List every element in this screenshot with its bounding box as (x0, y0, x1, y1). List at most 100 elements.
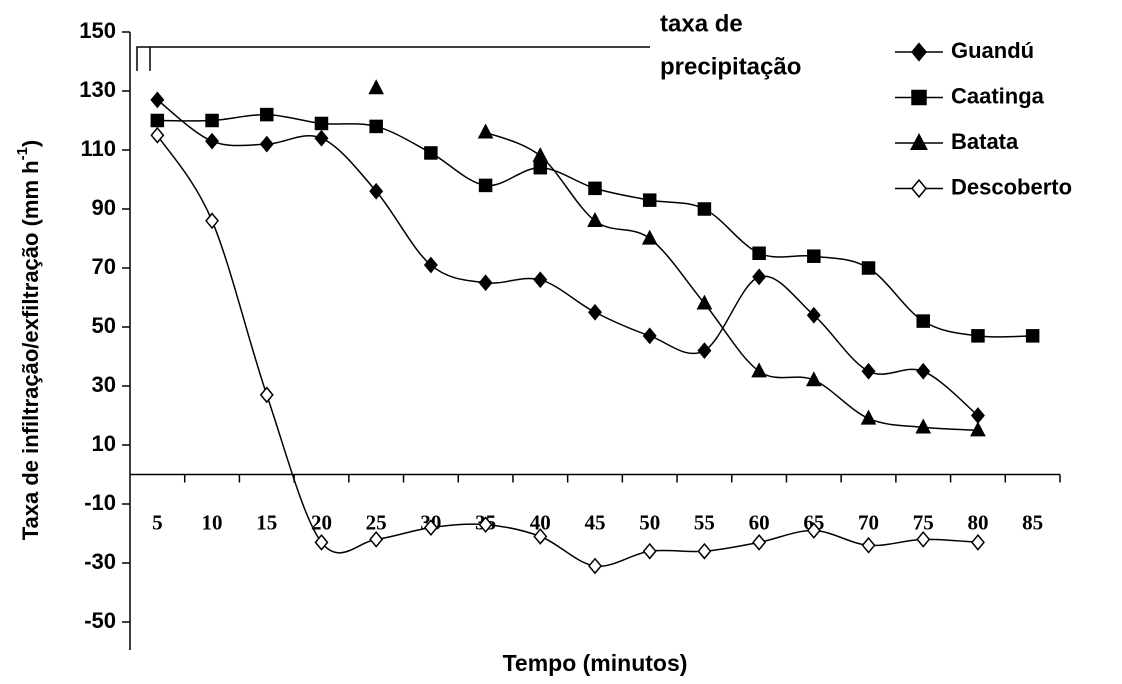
marker (915, 418, 932, 434)
marker (314, 129, 329, 147)
y-axis-label-main: Taxa de infiltração/exfiltração (mm h (18, 160, 43, 540)
x-tick-label: 45 (585, 510, 606, 534)
series-line (156, 134, 978, 567)
y-tick-label: 110 (81, 136, 117, 161)
marker (588, 557, 602, 575)
marker (970, 421, 986, 437)
x-tick-label: 20 (311, 510, 332, 534)
y-tick-label: -50 (84, 608, 116, 633)
marker (314, 533, 329, 551)
x-tick-label: 15 (256, 510, 277, 534)
marker (807, 249, 821, 263)
y-axis-label-end: ) (18, 140, 43, 147)
marker (806, 522, 821, 539)
y-axis-label: Taxa de infiltração/exfiltração (mm h-1) (14, 140, 43, 541)
series-line (485, 131, 978, 431)
marker (259, 386, 274, 404)
marker (642, 542, 657, 560)
marker (697, 342, 712, 359)
marker (259, 135, 274, 153)
legend-label: Guandú (951, 38, 1034, 63)
marker (1025, 329, 1040, 343)
x-axis-label: Tempo (minutos) (503, 650, 688, 676)
x-tick-label: 85 (1022, 510, 1043, 534)
marker (861, 362, 876, 380)
y-tick-label: 130 (79, 77, 116, 102)
marker (752, 246, 766, 260)
marker (697, 202, 712, 216)
marker (478, 274, 493, 292)
marker (424, 146, 438, 160)
marker (369, 182, 384, 200)
marker (805, 371, 822, 387)
x-tick-label: 60 (749, 510, 770, 534)
legend-marker (911, 42, 927, 62)
marker (368, 79, 385, 95)
y-tick-label: -10 (84, 490, 116, 515)
marker (916, 362, 931, 380)
marker (587, 211, 603, 227)
x-tick-label: 5 (152, 510, 163, 534)
marker (971, 329, 985, 343)
y-tick-label: 150 (79, 18, 116, 43)
y-tick-label: 30 (92, 372, 116, 397)
marker (533, 271, 548, 289)
marker (588, 181, 602, 196)
marker (642, 327, 657, 345)
marker (806, 306, 821, 324)
marker (205, 132, 220, 150)
legend-label: Descoberto (951, 174, 1072, 199)
y-tick-label: 90 (92, 195, 116, 220)
x-tick-label: 50 (639, 510, 660, 534)
x-tick-label: 70 (858, 510, 879, 534)
annotation: taxa de (660, 10, 743, 37)
legend-marker (911, 89, 927, 106)
marker (369, 119, 383, 134)
marker (150, 91, 165, 109)
marker (477, 123, 494, 139)
marker (642, 193, 657, 207)
x-tick-label: 80 (967, 510, 988, 534)
legend-label: Caatinga (951, 83, 1045, 108)
marker (205, 113, 219, 128)
marker (861, 261, 876, 275)
marker (369, 531, 384, 548)
marker (970, 533, 985, 551)
marker (916, 531, 931, 548)
marker (533, 160, 548, 175)
marker (205, 212, 220, 230)
marker (916, 314, 930, 328)
marker (478, 516, 493, 534)
marker (752, 268, 767, 286)
legend-marker (910, 132, 928, 151)
marker (696, 294, 713, 310)
marker (697, 542, 712, 560)
series-line (156, 99, 979, 417)
marker (423, 519, 438, 536)
marker (752, 533, 767, 551)
annotation: precipitação (660, 53, 801, 80)
marker (150, 113, 165, 128)
x-tick-label: 75 (913, 510, 934, 534)
marker (478, 178, 493, 193)
x-tick-label: 25 (366, 510, 387, 534)
marker (423, 256, 438, 274)
marker (751, 362, 767, 378)
marker (641, 229, 658, 245)
y-tick-label: 50 (92, 313, 116, 338)
marker (588, 303, 602, 321)
x-tick-label: 10 (202, 510, 223, 534)
precipitation-bracket (136, 46, 650, 71)
y-tick-label: 70 (92, 254, 116, 279)
marker (260, 107, 274, 122)
marker (314, 116, 329, 131)
marker (861, 536, 876, 554)
x-tick-label: 40 (530, 510, 551, 534)
y-axis-label-sup: -1 (14, 147, 31, 160)
x-tick-label: 55 (694, 510, 715, 534)
marker (150, 126, 165, 144)
y-tick-label: -30 (84, 549, 116, 574)
marker (860, 409, 877, 425)
marker (533, 528, 548, 545)
